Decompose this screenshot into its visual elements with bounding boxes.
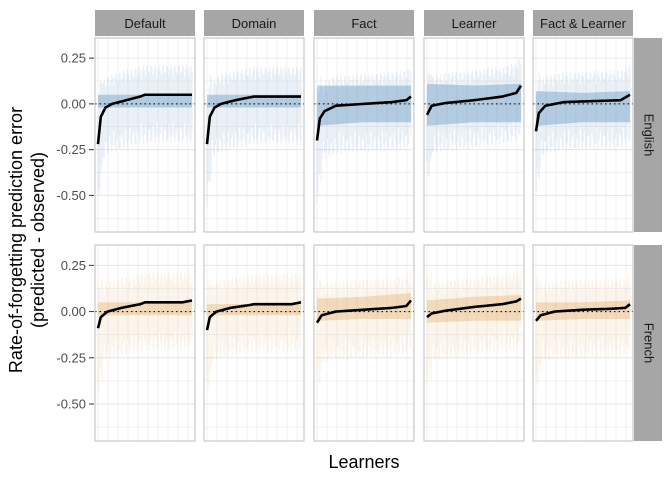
y-tick-label: -0.25 [56,350,86,365]
panel-border [423,244,525,442]
y-tick-label: 0.25 [61,258,86,273]
y-axis-title-line1: Rate-of-forgetting prediction error [6,107,26,373]
facet-label-domain: Domain [232,16,277,31]
facet-label-default: Default [124,16,166,31]
y-tick-label: -0.50 [56,188,86,203]
median-error-line [534,93,631,132]
panel-french-fact-learner [532,244,634,442]
y-tick-label: 0.00 [61,96,86,111]
interval-band [427,294,521,323]
panel-border [203,37,305,233]
median-error-line [96,299,193,329]
row-strip-english [634,38,662,232]
panel-french-fact [313,244,415,442]
panel-border [313,244,415,442]
facet-strip-domain [204,10,304,36]
panel-border [203,244,305,442]
facet-strip-default [95,10,195,36]
x-axis-title: Learners [328,452,399,472]
interval-band [98,94,192,108]
facet-label-fact: Fact [351,16,377,31]
interval-band [98,302,192,316]
facet-strip-fact [314,10,414,36]
panel-border [532,37,634,233]
median-error-line [205,95,302,145]
panel-border [532,244,634,442]
interval-band [536,91,630,126]
panel-english-learner [423,37,525,233]
facet-label-learner: Learner [452,16,497,31]
y-axis-title-line2: (predicted - observed) [28,152,48,328]
panel-border [313,37,415,233]
panel-english-default [94,37,196,233]
facet-strip-fact-learner [533,10,633,36]
panel-french-domain [203,244,305,442]
median-error-line [315,95,412,141]
median-error-line [425,84,523,116]
facet-label-fact-learner: Fact & Learner [540,16,627,31]
median-error-line [535,303,631,322]
panel-french-default [94,244,196,442]
median-error-line [315,299,412,324]
facet-strip-learner [424,10,524,36]
panel-french-learner [423,244,525,442]
panel-english-domain [203,37,305,233]
row-strip-french [634,245,662,441]
panel-border [94,37,196,233]
panel-english-fact-learner [532,37,634,233]
y-tick-label: -0.50 [56,397,86,412]
y-tick-label: -0.25 [56,142,86,157]
y-tick-label: 0.00 [61,304,86,319]
interval-band [317,293,411,321]
row-label-english: English [642,114,657,157]
panel-border [94,244,196,442]
median-error-line [205,301,302,331]
panel-border [423,37,525,233]
y-tick-label: 0.25 [61,51,86,66]
interval-band [427,83,521,126]
interval-band [317,85,411,126]
panel-english-fact [313,37,415,233]
median-error-line [426,297,522,319]
panels-layer: Default Domain Fact Learner Fact & Learner En… [56,10,662,442]
median-error-line [96,93,193,145]
row-label-french: French [642,323,657,363]
